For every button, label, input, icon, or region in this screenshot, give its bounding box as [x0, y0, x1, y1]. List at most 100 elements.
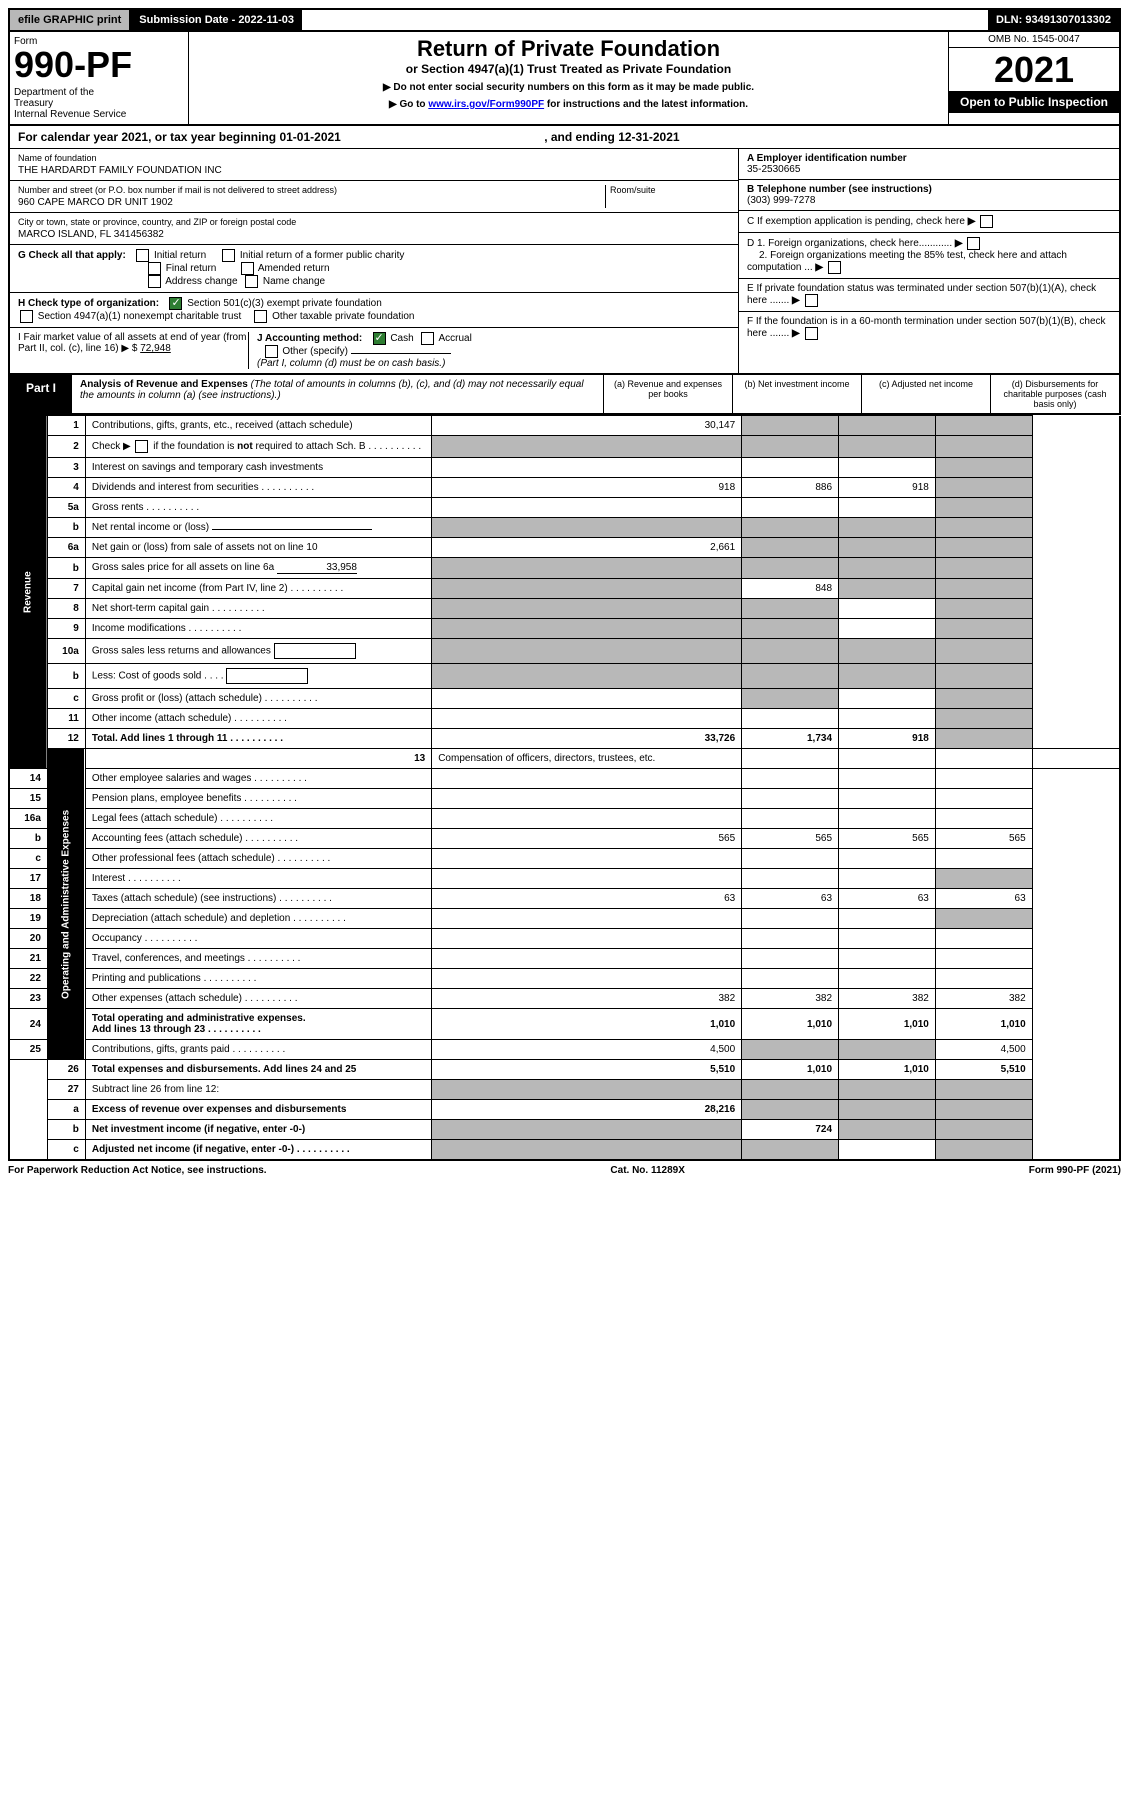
- amt-c: [839, 498, 936, 518]
- accrual-checkbox[interactable]: [421, 332, 434, 345]
- amt-b: [742, 664, 839, 689]
- line-1: Revenue 1 Contributions, gifts, grants, …: [9, 416, 1120, 436]
- final-return-checkbox[interactable]: [148, 262, 161, 275]
- amt-b: 886: [742, 478, 839, 498]
- line-num: 27: [47, 1080, 85, 1100]
- a-label: A Employer identification number: [747, 153, 907, 164]
- amt-d: [935, 689, 1032, 709]
- 501c3-checkbox[interactable]: [169, 297, 182, 310]
- line-7: 7 Capital gain net income (from Part IV,…: [9, 579, 1120, 599]
- e-checkbox[interactable]: [805, 294, 818, 307]
- line-27a: a Excess of revenue over expenses and di…: [9, 1100, 1120, 1120]
- city-value: MARCO ISLAND, FL 341456382: [18, 229, 730, 240]
- 4947-checkbox[interactable]: [20, 310, 33, 323]
- open-public-badge: Open to Public Inspection: [949, 91, 1119, 113]
- name-change-checkbox[interactable]: [245, 275, 258, 288]
- line-num: 4: [47, 478, 85, 498]
- amt-d: [935, 416, 1032, 436]
- cash-checkbox[interactable]: [373, 332, 386, 345]
- other-method-checkbox[interactable]: [265, 345, 278, 358]
- efile-print-button[interactable]: efile GRAPHIC print: [10, 10, 131, 30]
- line-num: 25: [9, 1040, 47, 1060]
- amt-c: [839, 1120, 936, 1140]
- amt-c: [839, 1040, 936, 1060]
- amt-a: 2,661: [432, 538, 742, 558]
- amt-a: [432, 789, 742, 809]
- initial-former-checkbox[interactable]: [222, 249, 235, 262]
- room-label: Room/suite: [610, 185, 730, 195]
- line-8: 8 Net short-term capital gain: [9, 599, 1120, 619]
- amt-a: [432, 579, 742, 599]
- line-desc: Other income (attach schedule): [85, 709, 431, 729]
- h-501c3: Section 501(c)(3) exempt private foundat…: [187, 298, 382, 309]
- amended-return-checkbox[interactable]: [241, 262, 254, 275]
- line-desc: Contributions, gifts, grants paid: [85, 1040, 431, 1060]
- initial-return-checkbox[interactable]: [136, 249, 149, 262]
- line-desc: Excess of revenue over expenses and disb…: [85, 1100, 431, 1120]
- amt-a: [432, 949, 742, 969]
- amt-a: [432, 909, 742, 929]
- f-checkbox[interactable]: [805, 327, 818, 340]
- irs-link[interactable]: www.irs.gov/Form990PF: [428, 99, 544, 110]
- amt-c: 565: [839, 829, 936, 849]
- amt-c: [839, 664, 936, 689]
- amt-c: [839, 949, 936, 969]
- line-num: 10a: [47, 639, 85, 664]
- amt-c: [839, 809, 936, 829]
- footer-left: For Paperwork Reduction Act Notice, see …: [8, 1165, 267, 1176]
- department-text: Department of theTreasuryInternal Revenu…: [14, 87, 184, 120]
- d1-label: D 1. Foreign organizations, check here..…: [747, 238, 952, 249]
- amt-b: [742, 689, 839, 709]
- amt-a: [432, 849, 742, 869]
- omb-number: OMB No. 1545-0047: [949, 32, 1119, 48]
- line-num: b: [9, 829, 47, 849]
- part1-label: Part I: [10, 375, 72, 413]
- line-num: 24: [9, 1009, 47, 1040]
- line-17: 17 Interest: [9, 869, 1120, 889]
- d2-checkbox[interactable]: [828, 261, 841, 274]
- amt-c: [839, 849, 936, 869]
- line-desc: Accounting fees (attach schedule): [85, 829, 431, 849]
- line-desc: Gross rents: [85, 498, 431, 518]
- form-title: Return of Private Foundation: [193, 36, 944, 62]
- line-num: 13: [85, 749, 431, 769]
- room-cell: Room/suite: [605, 185, 730, 208]
- line-10a: 10a Gross sales less returns and allowan…: [9, 639, 1120, 664]
- amt-a: [432, 458, 742, 478]
- line-num: 23: [9, 989, 47, 1009]
- amt-c: 1,010: [839, 1009, 936, 1040]
- amt-b: [742, 709, 839, 729]
- amt-b: 1,734: [742, 729, 839, 749]
- part1-title: Analysis of Revenue and Expenses: [80, 379, 248, 390]
- line-desc: Interest on savings and temporary cash i…: [85, 458, 431, 478]
- amt-c: 382: [839, 989, 936, 1009]
- line-num: 1: [47, 416, 85, 436]
- a-cell: A Employer identification number 35-2530…: [739, 149, 1119, 180]
- address-value: 960 CAPE MARCO DR UNIT 1902: [18, 197, 605, 208]
- foundation-name: THE HARDARDT FAMILY FOUNDATION INC: [18, 165, 730, 176]
- header-left: Form 990-PF Department of theTreasuryInt…: [10, 32, 189, 124]
- tax-year: 2021: [949, 48, 1119, 91]
- d1-checkbox[interactable]: [967, 237, 980, 250]
- c-checkbox[interactable]: [980, 215, 993, 228]
- g-label: G Check all that apply:: [18, 250, 126, 261]
- line-desc: Contributions, gifts, grants, etc., rece…: [85, 416, 431, 436]
- amt-c: [839, 619, 936, 639]
- line-27c: c Adjusted net income (if negative, ente…: [9, 1140, 1120, 1161]
- amt-d: [935, 458, 1032, 478]
- amt-d: [935, 518, 1032, 538]
- schb-checkbox[interactable]: [135, 440, 148, 453]
- line-5b: b Net rental income or (loss): [9, 518, 1120, 538]
- line-num: c: [47, 689, 85, 709]
- amt-c: [839, 1100, 936, 1120]
- amt-b: [742, 639, 839, 664]
- line-num: c: [47, 1140, 85, 1161]
- amt-a: [432, 518, 742, 538]
- g-initial-former: Initial return of a former public charit…: [240, 250, 405, 261]
- amt-a: [432, 558, 742, 579]
- amt-d: [935, 1080, 1032, 1100]
- other-taxable-checkbox[interactable]: [254, 310, 267, 323]
- amt-c: [935, 749, 1032, 769]
- amt-c: [839, 969, 936, 989]
- address-change-checkbox[interactable]: [148, 275, 161, 288]
